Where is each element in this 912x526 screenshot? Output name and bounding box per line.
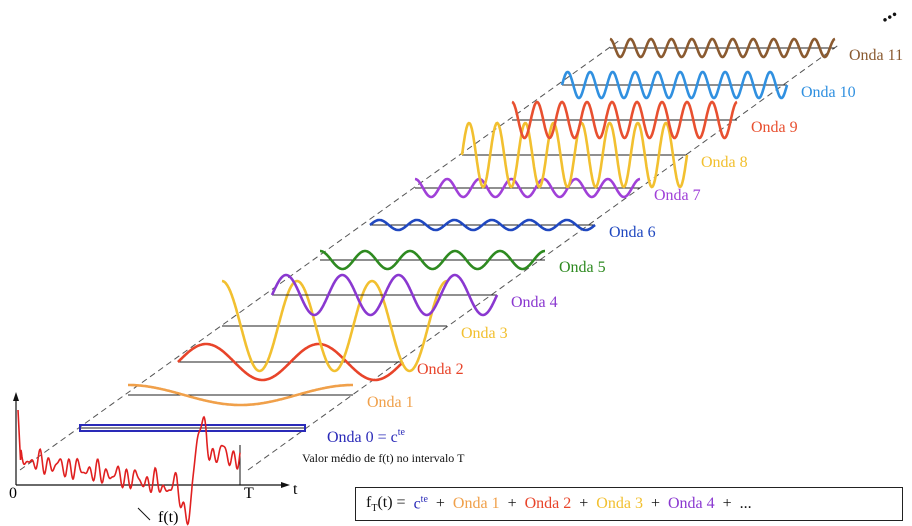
wave-0-constant (79, 424, 306, 432)
period-label: T (244, 485, 254, 502)
wave-label-1: Onda 1 (367, 394, 414, 411)
ft-pointer (137, 507, 151, 521)
wave-1 (128, 383, 353, 407)
wave-10 (560, 70, 789, 100)
guide-line (247, 43, 841, 471)
continuation-dots: ... (873, 0, 900, 27)
time-label: t (293, 481, 298, 498)
origin-label: 0 (9, 485, 17, 502)
signal-ft (17, 409, 241, 526)
wave-stack (79, 37, 836, 432)
wave-label-4: Onda 4 (511, 294, 558, 311)
formula-term-1: Onda 1 (452, 495, 500, 512)
wave-8 (460, 121, 689, 189)
fourier-series-formula: fT(t) = cte + Onda 1 + Onda 2 + Onda 3 +… (355, 487, 903, 521)
wave-4 (270, 273, 499, 317)
formula-plus: + (650, 495, 660, 512)
mean-note: Valor médio de f(t) no intervalo T (302, 451, 465, 465)
formula-ellipsis: ... (739, 495, 752, 512)
perspective-guides (19, 39, 841, 471)
y-axis-arrow-icon (13, 392, 19, 401)
formula-plus: + (722, 495, 732, 512)
wave-label-8: Onda 8 (701, 154, 748, 171)
wave-3 (221, 279, 448, 373)
time-axes: 0 T t f(t) (9, 392, 298, 526)
x-axis-arrow-icon (281, 482, 290, 488)
formula-term-2: Onda 2 (524, 495, 572, 512)
wave-label-5: Onda 5 (559, 259, 606, 276)
wave-label-6: Onda 6 (609, 224, 656, 241)
wave-label-0: Onda 0 = cte (327, 427, 406, 446)
wave-label-9: Onda 9 (751, 119, 798, 136)
formula-plus: + (579, 495, 589, 512)
wave-label-11: Onda 11 (849, 47, 903, 64)
formula-constant: cte (413, 494, 428, 513)
formula-plus: + (435, 495, 445, 512)
guide-line (19, 39, 621, 471)
formula-term-4: Onda 4 (667, 495, 715, 512)
wave-11 (609, 37, 836, 59)
wave-label-10: Onda 10 (801, 84, 856, 101)
ft-label: f(t) (158, 509, 178, 526)
wave-label-7: Onda 7 (654, 187, 701, 204)
wave-7 (414, 177, 641, 199)
wave-label-3: Onda 3 (461, 325, 508, 342)
wave-label-2: Onda 2 (417, 361, 464, 378)
wave-2 (177, 342, 404, 382)
wave-6 (369, 218, 596, 232)
formula-plus: + (507, 495, 517, 512)
wave-9 (511, 100, 738, 140)
wave-5 (320, 249, 545, 271)
formula-term-3: Onda 3 (596, 495, 643, 512)
formula-lhs: fT(t) = (366, 493, 406, 515)
